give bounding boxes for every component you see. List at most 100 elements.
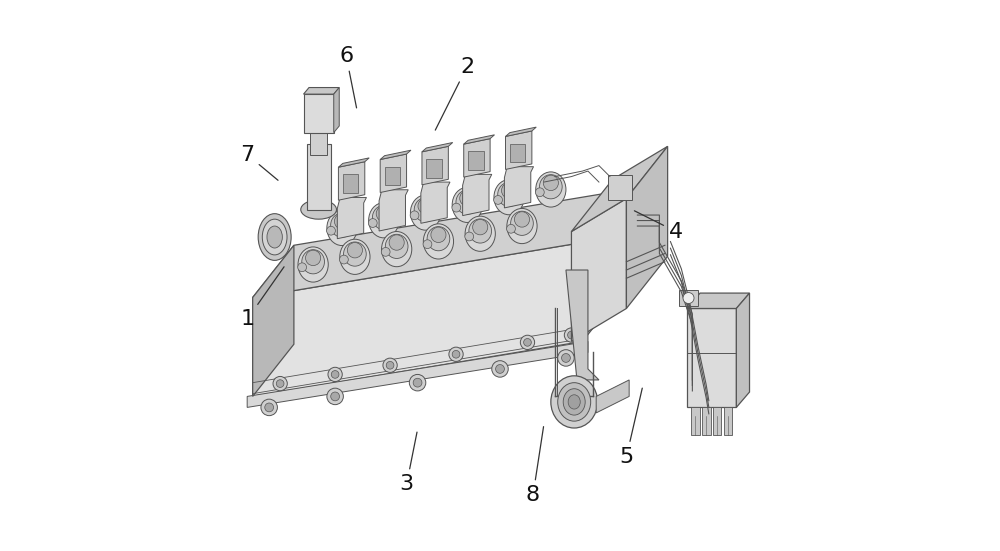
Polygon shape [464,135,495,144]
Ellipse shape [418,198,433,214]
Ellipse shape [347,242,362,258]
Ellipse shape [431,227,446,242]
Circle shape [265,403,274,412]
Ellipse shape [267,226,282,248]
Ellipse shape [536,172,566,207]
Circle shape [368,219,377,228]
Circle shape [331,371,339,379]
Polygon shape [679,290,698,306]
Polygon shape [304,88,339,94]
Circle shape [524,338,531,346]
Ellipse shape [469,219,492,243]
Polygon shape [566,270,599,380]
Polygon shape [596,380,629,413]
Polygon shape [338,158,369,167]
Polygon shape [687,309,736,407]
Circle shape [327,388,343,404]
Polygon shape [422,147,448,185]
Ellipse shape [427,226,450,251]
Text: 1: 1 [240,267,284,329]
Ellipse shape [327,210,357,246]
Polygon shape [247,342,588,407]
Ellipse shape [410,195,441,230]
FancyBboxPatch shape [343,174,358,193]
Circle shape [535,188,544,197]
Polygon shape [582,190,624,342]
Ellipse shape [511,211,533,235]
Polygon shape [464,139,490,177]
Circle shape [520,335,535,349]
Circle shape [465,232,474,241]
Circle shape [562,354,570,363]
FancyBboxPatch shape [385,166,400,185]
Circle shape [409,375,426,391]
Ellipse shape [558,383,591,421]
Ellipse shape [372,206,395,230]
Ellipse shape [568,395,580,409]
Circle shape [494,196,502,204]
FancyBboxPatch shape [510,144,525,163]
FancyBboxPatch shape [691,407,700,435]
Ellipse shape [340,239,370,274]
Polygon shape [505,131,532,169]
Ellipse shape [389,235,404,250]
Circle shape [558,350,574,366]
Circle shape [423,240,432,249]
Ellipse shape [301,200,336,219]
Ellipse shape [543,175,558,191]
Circle shape [683,293,694,304]
Circle shape [298,263,307,272]
Circle shape [261,399,277,415]
Ellipse shape [514,212,530,227]
Ellipse shape [262,219,287,255]
Circle shape [496,365,504,374]
Polygon shape [253,245,294,396]
Polygon shape [422,143,453,152]
Circle shape [564,328,579,342]
Circle shape [276,380,284,387]
FancyBboxPatch shape [713,407,721,435]
Ellipse shape [306,250,321,266]
Ellipse shape [376,206,391,222]
Circle shape [410,211,419,220]
Polygon shape [253,190,624,298]
Text: 5: 5 [619,388,642,467]
Text: 3: 3 [400,432,417,494]
Polygon shape [736,293,750,407]
Circle shape [452,350,460,358]
Ellipse shape [465,216,495,251]
Ellipse shape [452,187,482,223]
Ellipse shape [563,388,585,415]
Circle shape [386,361,394,369]
Circle shape [492,361,508,377]
Ellipse shape [494,180,524,215]
Circle shape [331,392,340,401]
Ellipse shape [334,214,350,229]
Circle shape [327,226,335,235]
Text: 4: 4 [634,211,683,241]
Polygon shape [304,94,334,133]
Polygon shape [571,147,668,231]
Ellipse shape [258,214,291,261]
Ellipse shape [369,203,399,238]
Polygon shape [380,154,407,192]
Polygon shape [379,190,408,231]
Ellipse shape [382,231,412,267]
Ellipse shape [498,182,520,207]
Ellipse shape [540,175,562,199]
Circle shape [507,224,515,233]
FancyBboxPatch shape [608,175,632,199]
Polygon shape [337,197,366,239]
Circle shape [413,379,422,387]
Ellipse shape [551,376,598,428]
Polygon shape [338,162,365,200]
Ellipse shape [473,219,488,235]
Circle shape [340,255,348,264]
Polygon shape [504,166,534,208]
Ellipse shape [385,234,408,258]
Ellipse shape [302,250,324,274]
Polygon shape [310,133,327,155]
Text: 2: 2 [435,57,474,130]
Polygon shape [334,88,339,133]
Polygon shape [421,182,450,223]
